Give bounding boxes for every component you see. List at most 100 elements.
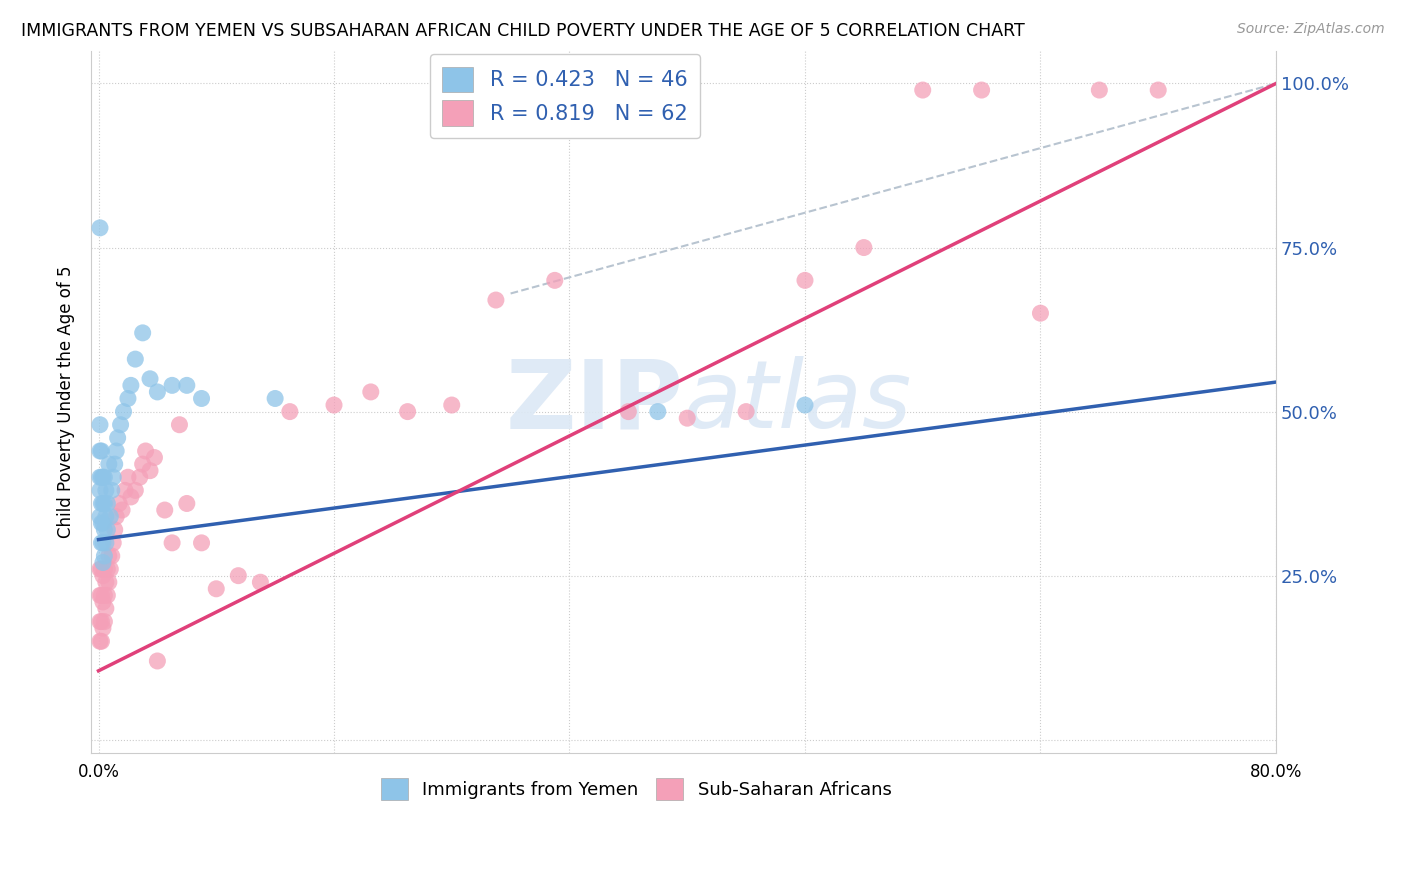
Point bbox=[485, 293, 508, 307]
Point bbox=[169, 417, 191, 432]
Point bbox=[93, 562, 115, 576]
Point bbox=[617, 404, 640, 418]
Point bbox=[91, 621, 114, 635]
Text: atlas: atlas bbox=[683, 356, 912, 447]
Point bbox=[91, 470, 114, 484]
Point bbox=[90, 496, 112, 510]
Y-axis label: Child Poverty Under the Age of 5: Child Poverty Under the Age of 5 bbox=[58, 266, 75, 538]
Point bbox=[120, 490, 142, 504]
Point bbox=[264, 392, 287, 406]
Point bbox=[89, 417, 111, 432]
Point bbox=[676, 411, 699, 425]
Point bbox=[96, 588, 118, 602]
Point bbox=[89, 634, 111, 648]
Point bbox=[97, 549, 120, 563]
Point bbox=[111, 503, 134, 517]
Point bbox=[89, 615, 111, 629]
Point bbox=[103, 536, 125, 550]
Point bbox=[970, 83, 993, 97]
Point bbox=[135, 444, 157, 458]
Point bbox=[96, 562, 118, 576]
Point bbox=[93, 470, 115, 484]
Point bbox=[90, 588, 112, 602]
Point bbox=[153, 503, 176, 517]
Point bbox=[89, 470, 111, 484]
Point bbox=[90, 444, 112, 458]
Point bbox=[852, 241, 875, 255]
Point bbox=[93, 496, 115, 510]
Point bbox=[98, 509, 121, 524]
Point bbox=[544, 273, 567, 287]
Point bbox=[104, 457, 127, 471]
Point bbox=[124, 352, 146, 367]
Point bbox=[94, 601, 117, 615]
Point bbox=[139, 464, 162, 478]
Point bbox=[90, 615, 112, 629]
Point bbox=[94, 575, 117, 590]
Point bbox=[112, 404, 135, 418]
Point bbox=[124, 483, 146, 498]
Point bbox=[90, 536, 112, 550]
Point bbox=[89, 562, 111, 576]
Point bbox=[100, 549, 122, 563]
Point bbox=[360, 384, 382, 399]
Point bbox=[160, 536, 183, 550]
Point bbox=[249, 575, 271, 590]
Point bbox=[103, 470, 125, 484]
Point bbox=[190, 536, 212, 550]
Point bbox=[91, 536, 114, 550]
Point bbox=[131, 457, 153, 471]
Point bbox=[647, 404, 669, 418]
Point bbox=[91, 496, 114, 510]
Legend: Immigrants from Yemen, Sub-Saharan Africans: Immigrants from Yemen, Sub-Saharan Afric… bbox=[374, 771, 898, 807]
Point bbox=[108, 496, 131, 510]
Point bbox=[89, 588, 111, 602]
Point bbox=[107, 431, 129, 445]
Point bbox=[96, 523, 118, 537]
Point bbox=[794, 398, 817, 412]
Point bbox=[110, 417, 132, 432]
Point bbox=[89, 444, 111, 458]
Point bbox=[146, 384, 169, 399]
Point bbox=[93, 523, 115, 537]
Point bbox=[91, 595, 114, 609]
Point bbox=[205, 582, 228, 596]
Point bbox=[143, 450, 166, 465]
Point bbox=[1029, 306, 1052, 320]
Point bbox=[396, 404, 419, 418]
Point bbox=[176, 496, 198, 510]
Point bbox=[97, 575, 120, 590]
Point bbox=[323, 398, 346, 412]
Point bbox=[91, 568, 114, 582]
Point bbox=[93, 549, 115, 563]
Point bbox=[91, 556, 114, 570]
Point bbox=[90, 562, 112, 576]
Point bbox=[97, 457, 120, 471]
Point bbox=[98, 562, 121, 576]
Point bbox=[1088, 83, 1111, 97]
Point bbox=[139, 372, 162, 386]
Point bbox=[117, 470, 139, 484]
Point bbox=[90, 634, 112, 648]
Point bbox=[440, 398, 463, 412]
Point bbox=[105, 509, 128, 524]
Point bbox=[91, 516, 114, 531]
Text: IMMIGRANTS FROM YEMEN VS SUBSAHARAN AFRICAN CHILD POVERTY UNDER THE AGE OF 5 COR: IMMIGRANTS FROM YEMEN VS SUBSAHARAN AFRI… bbox=[21, 22, 1025, 40]
Point bbox=[117, 392, 139, 406]
Point bbox=[105, 444, 128, 458]
Point bbox=[131, 326, 153, 340]
Point bbox=[146, 654, 169, 668]
Point bbox=[89, 509, 111, 524]
Point bbox=[190, 392, 212, 406]
Point bbox=[93, 615, 115, 629]
Point bbox=[794, 273, 817, 287]
Point bbox=[89, 483, 111, 498]
Point bbox=[94, 483, 117, 498]
Point bbox=[94, 536, 117, 550]
Point bbox=[128, 470, 150, 484]
Text: ZIP: ZIP bbox=[506, 355, 683, 449]
Point bbox=[94, 509, 117, 524]
Point bbox=[93, 588, 115, 602]
Point bbox=[100, 483, 122, 498]
Point bbox=[278, 404, 301, 418]
